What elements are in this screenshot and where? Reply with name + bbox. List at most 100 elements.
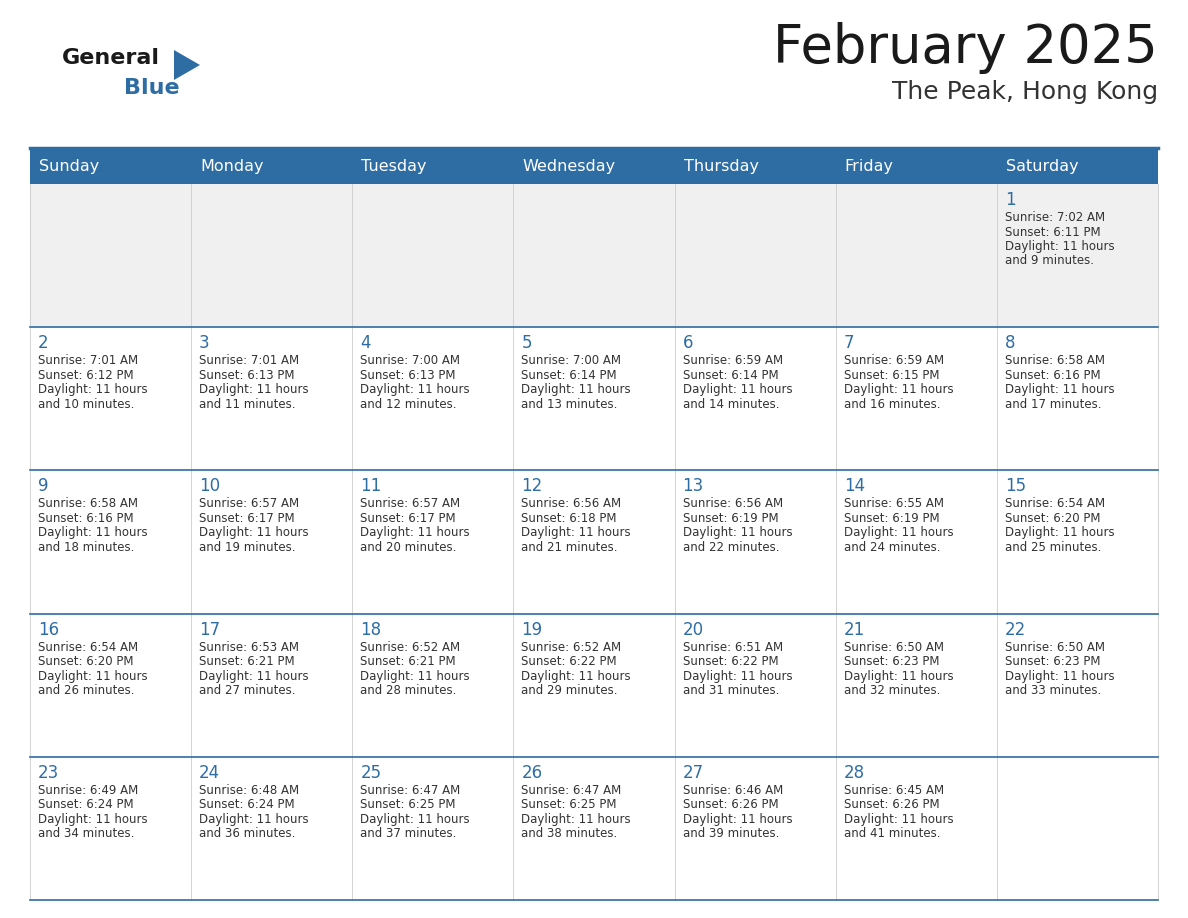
Text: Sunset: 6:26 PM: Sunset: 6:26 PM: [843, 799, 940, 812]
Text: Daylight: 11 hours: Daylight: 11 hours: [843, 812, 953, 826]
Text: and 9 minutes.: and 9 minutes.: [1005, 254, 1094, 267]
Text: and 27 minutes.: and 27 minutes.: [200, 684, 296, 697]
Bar: [353, 756, 513, 900]
Text: Sunday: Sunday: [39, 159, 100, 174]
Text: and 36 minutes.: and 36 minutes.: [200, 827, 296, 840]
Text: 28: 28: [843, 764, 865, 782]
Text: and 12 minutes.: and 12 minutes.: [360, 397, 456, 410]
Text: and 17 minutes.: and 17 minutes.: [1005, 397, 1101, 410]
Text: Sunset: 6:25 PM: Sunset: 6:25 PM: [522, 799, 617, 812]
Text: 26: 26: [522, 764, 543, 782]
Text: and 10 minutes.: and 10 minutes.: [38, 397, 134, 410]
Bar: [835, 756, 997, 900]
Text: Sunset: 6:13 PM: Sunset: 6:13 PM: [200, 369, 295, 382]
Text: and 33 minutes.: and 33 minutes.: [1005, 684, 1101, 697]
Text: Daylight: 11 hours: Daylight: 11 hours: [1005, 240, 1114, 253]
Text: Sunrise: 6:56 AM: Sunrise: 6:56 AM: [522, 498, 621, 510]
Text: Sunrise: 6:47 AM: Sunrise: 6:47 AM: [522, 784, 621, 797]
Text: Monday: Monday: [200, 159, 264, 174]
Text: General: General: [62, 48, 160, 68]
Text: and 39 minutes.: and 39 minutes.: [683, 827, 779, 840]
Bar: [191, 184, 353, 327]
Text: Wednesday: Wednesday: [523, 159, 615, 174]
Text: Sunrise: 6:51 AM: Sunrise: 6:51 AM: [683, 641, 783, 654]
Bar: [30, 148, 1158, 184]
Bar: [191, 470, 353, 613]
Bar: [997, 613, 1158, 756]
Text: Sunset: 6:11 PM: Sunset: 6:11 PM: [1005, 226, 1100, 239]
Text: Sunset: 6:26 PM: Sunset: 6:26 PM: [683, 799, 778, 812]
Bar: [513, 327, 675, 470]
Text: and 31 minutes.: and 31 minutes.: [683, 684, 779, 697]
Text: and 28 minutes.: and 28 minutes.: [360, 684, 456, 697]
Text: Sunrise: 6:45 AM: Sunrise: 6:45 AM: [843, 784, 943, 797]
Text: Daylight: 11 hours: Daylight: 11 hours: [683, 669, 792, 683]
Text: 6: 6: [683, 334, 693, 353]
Text: and 34 minutes.: and 34 minutes.: [38, 827, 134, 840]
Bar: [675, 184, 835, 327]
Text: The Peak, Hong Kong: The Peak, Hong Kong: [892, 80, 1158, 104]
Text: Sunset: 6:13 PM: Sunset: 6:13 PM: [360, 369, 456, 382]
Text: Sunset: 6:21 PM: Sunset: 6:21 PM: [360, 655, 456, 668]
Text: Daylight: 11 hours: Daylight: 11 hours: [200, 383, 309, 397]
Bar: [30, 613, 191, 756]
Bar: [353, 470, 513, 613]
Text: Sunrise: 6:56 AM: Sunrise: 6:56 AM: [683, 498, 783, 510]
Bar: [353, 184, 513, 327]
Text: and 11 minutes.: and 11 minutes.: [200, 397, 296, 410]
Text: Sunset: 6:24 PM: Sunset: 6:24 PM: [38, 799, 133, 812]
Bar: [997, 756, 1158, 900]
Text: Sunrise: 6:58 AM: Sunrise: 6:58 AM: [1005, 354, 1105, 367]
Text: 20: 20: [683, 621, 703, 639]
Text: Sunrise: 6:59 AM: Sunrise: 6:59 AM: [843, 354, 943, 367]
Text: Sunrise: 6:54 AM: Sunrise: 6:54 AM: [1005, 498, 1105, 510]
Text: 16: 16: [38, 621, 59, 639]
Text: and 22 minutes.: and 22 minutes.: [683, 541, 779, 554]
Text: Sunset: 6:22 PM: Sunset: 6:22 PM: [522, 655, 617, 668]
Text: Daylight: 11 hours: Daylight: 11 hours: [522, 669, 631, 683]
Text: 17: 17: [200, 621, 220, 639]
Bar: [675, 470, 835, 613]
Bar: [835, 327, 997, 470]
Bar: [997, 327, 1158, 470]
Bar: [835, 470, 997, 613]
Text: Sunset: 6:22 PM: Sunset: 6:22 PM: [683, 655, 778, 668]
Text: 24: 24: [200, 764, 220, 782]
Text: Sunset: 6:25 PM: Sunset: 6:25 PM: [360, 799, 456, 812]
Bar: [997, 184, 1158, 327]
Bar: [513, 470, 675, 613]
Text: and 29 minutes.: and 29 minutes.: [522, 684, 618, 697]
Text: Sunrise: 6:48 AM: Sunrise: 6:48 AM: [200, 784, 299, 797]
Text: Sunset: 6:19 PM: Sunset: 6:19 PM: [843, 512, 940, 525]
Text: Sunrise: 6:50 AM: Sunrise: 6:50 AM: [1005, 641, 1105, 654]
Text: Daylight: 11 hours: Daylight: 11 hours: [200, 812, 309, 826]
Text: Sunset: 6:14 PM: Sunset: 6:14 PM: [683, 369, 778, 382]
Text: 19: 19: [522, 621, 543, 639]
Bar: [835, 184, 997, 327]
Text: Daylight: 11 hours: Daylight: 11 hours: [200, 526, 309, 540]
Bar: [997, 470, 1158, 613]
Text: Daylight: 11 hours: Daylight: 11 hours: [1005, 526, 1114, 540]
Text: Sunset: 6:18 PM: Sunset: 6:18 PM: [522, 512, 617, 525]
Text: Daylight: 11 hours: Daylight: 11 hours: [38, 669, 147, 683]
Text: 11: 11: [360, 477, 381, 496]
Text: 12: 12: [522, 477, 543, 496]
Text: Sunrise: 7:00 AM: Sunrise: 7:00 AM: [360, 354, 460, 367]
Text: Blue: Blue: [124, 78, 179, 98]
Text: and 20 minutes.: and 20 minutes.: [360, 541, 456, 554]
Text: Thursday: Thursday: [683, 159, 759, 174]
Text: Sunset: 6:23 PM: Sunset: 6:23 PM: [1005, 655, 1100, 668]
Bar: [513, 756, 675, 900]
Text: 10: 10: [200, 477, 220, 496]
Bar: [191, 613, 353, 756]
Text: Saturday: Saturday: [1006, 159, 1079, 174]
Bar: [30, 184, 191, 327]
Text: Daylight: 11 hours: Daylight: 11 hours: [38, 526, 147, 540]
Text: Sunrise: 6:52 AM: Sunrise: 6:52 AM: [360, 641, 461, 654]
Text: and 18 minutes.: and 18 minutes.: [38, 541, 134, 554]
Text: Sunrise: 6:49 AM: Sunrise: 6:49 AM: [38, 784, 138, 797]
Text: and 41 minutes.: and 41 minutes.: [843, 827, 940, 840]
Text: Sunset: 6:20 PM: Sunset: 6:20 PM: [38, 655, 133, 668]
Text: Sunrise: 6:50 AM: Sunrise: 6:50 AM: [843, 641, 943, 654]
Text: Daylight: 11 hours: Daylight: 11 hours: [1005, 383, 1114, 397]
